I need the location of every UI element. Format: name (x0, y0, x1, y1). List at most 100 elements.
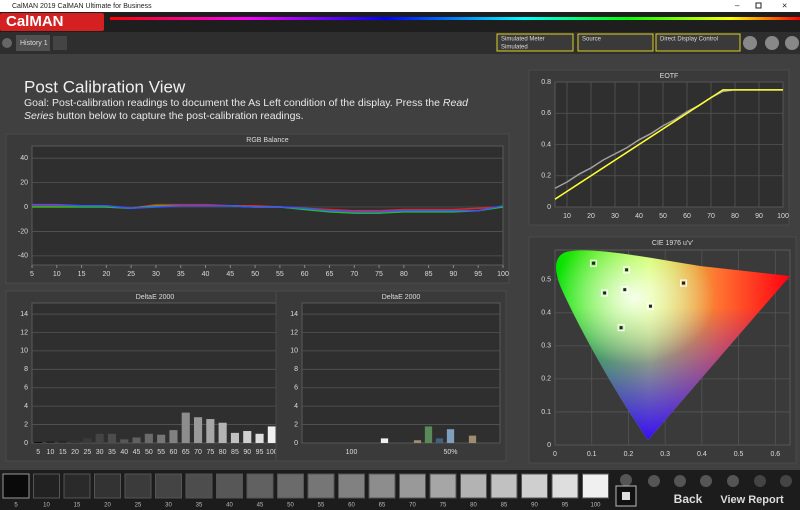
x-tick-label: 10 (53, 271, 61, 278)
swatch[interactable] (460, 473, 487, 499)
measured-point (617, 324, 625, 332)
x-tick-label: 60 (683, 213, 691, 220)
y-tick-label: 0 (24, 440, 28, 447)
y-tick-label: 0.3 (541, 343, 551, 350)
y-tick-label: 4 (294, 403, 298, 410)
bar (267, 426, 276, 443)
swatch[interactable] (185, 473, 213, 499)
tab-label: History 1 (20, 40, 48, 47)
dropdown[interactable] (496, 33, 574, 52)
tab[interactable] (16, 35, 50, 51)
x-tick-label: 35 (108, 449, 116, 456)
swatch[interactable] (521, 473, 548, 499)
bar (120, 439, 129, 443)
measured-point-core (592, 261, 596, 265)
x-tick-label: 100 (266, 449, 278, 456)
nav-button[interactable] (2, 38, 12, 48)
maximize[interactable] (755, 2, 762, 9)
y-tick-label: 10 (20, 348, 28, 355)
bar (424, 426, 433, 443)
bar (95, 433, 104, 443)
y-tick-label: 0.2 (541, 376, 551, 383)
bar (132, 437, 141, 443)
measured-point-core (648, 304, 652, 308)
x-tick-label: 55 (276, 271, 284, 278)
x-tick-label: 0 (553, 451, 557, 458)
swatch[interactable] (124, 473, 152, 499)
close[interactable]: × (782, 0, 787, 10)
swatch-label: 30 (165, 503, 172, 509)
measured-point (601, 289, 609, 297)
swatch[interactable] (307, 473, 335, 499)
x-tick-label: 80 (731, 213, 739, 220)
y-tick-label: 10 (290, 348, 298, 355)
swatch-label: 50 (287, 503, 294, 509)
swatch[interactable] (63, 473, 91, 499)
x-tick-label: 0.5 (734, 451, 744, 458)
bar (413, 440, 422, 443)
swatch[interactable] (338, 473, 365, 499)
control-button[interactable] (620, 474, 632, 486)
swatch-label: 65 (379, 503, 386, 509)
x-tick-label: 10 (563, 213, 571, 220)
x-tick-label: 95 (474, 271, 482, 278)
swatch-label: 40 (226, 503, 233, 509)
swatch[interactable] (368, 473, 396, 499)
swatch[interactable] (216, 473, 243, 499)
swatch-label: 35 (196, 503, 203, 509)
swatch-label: 5 (14, 503, 18, 509)
measured-point-core (682, 281, 686, 285)
swatch[interactable] (551, 473, 579, 499)
bar (181, 412, 190, 443)
y-tick-label: 0.1 (541, 409, 551, 416)
swatch[interactable] (33, 473, 60, 499)
settings-button[interactable] (743, 36, 757, 50)
x-tick-label: 90 (243, 449, 251, 456)
add-tab[interactable] (53, 36, 67, 50)
y-tick-label: 20 (20, 179, 28, 186)
swatch[interactable] (490, 473, 518, 499)
swatch[interactable] (94, 473, 121, 499)
back-button[interactable]: Back (674, 492, 703, 506)
dropdown[interactable] (577, 33, 654, 52)
logo: CalMAN (6, 13, 64, 30)
x-tick-label: 0.6 (770, 451, 780, 458)
x-tick-label: 20 (587, 213, 595, 220)
x-tick-label: 30 (96, 449, 104, 456)
bar (46, 441, 55, 443)
help-button[interactable] (765, 36, 779, 50)
dropdown[interactable] (655, 33, 741, 52)
dropdown-label: Direct Display Control (660, 37, 718, 43)
swatch[interactable] (246, 473, 274, 499)
swatch[interactable] (277, 473, 304, 499)
measured-point-core (623, 288, 627, 292)
y-tick-label: 0 (24, 204, 28, 211)
measured-point-core (603, 291, 607, 295)
measured-point-core (625, 268, 629, 272)
control-button[interactable] (700, 475, 712, 487)
x-tick-label: 100 (497, 271, 509, 278)
control-button[interactable] (780, 475, 792, 487)
y-tick-label: 8 (24, 366, 28, 373)
control-button[interactable] (754, 475, 766, 487)
control-button[interactable] (727, 475, 739, 487)
swatch[interactable] (2, 473, 30, 499)
y-tick-label: 0.4 (541, 310, 551, 317)
swatch[interactable] (582, 473, 609, 499)
y-tick-label: 6 (294, 385, 298, 392)
series-line (32, 203, 504, 213)
swatch[interactable] (429, 473, 457, 499)
control-button[interactable] (648, 475, 660, 487)
minimize[interactable]: – (735, 1, 740, 10)
title-bar (0, 0, 800, 12)
logo-bar (0, 12, 800, 32)
view-report-button[interactable]: View Report (720, 494, 784, 506)
logo-button[interactable] (0, 13, 104, 31)
bar (193, 417, 203, 443)
swatch[interactable] (155, 473, 182, 499)
control-button[interactable] (674, 475, 686, 487)
next-button[interactable] (785, 36, 799, 50)
swatch-label: 85 (501, 503, 508, 509)
swatch[interactable] (399, 473, 426, 499)
